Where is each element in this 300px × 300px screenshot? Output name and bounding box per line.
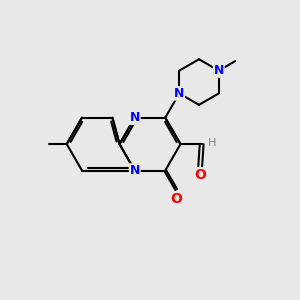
Text: N: N	[130, 111, 140, 124]
Text: H: H	[208, 138, 217, 148]
Text: N: N	[174, 87, 184, 100]
Text: O: O	[194, 168, 206, 182]
Text: N: N	[214, 64, 224, 77]
Text: O: O	[170, 192, 182, 206]
Text: N: N	[130, 164, 140, 177]
